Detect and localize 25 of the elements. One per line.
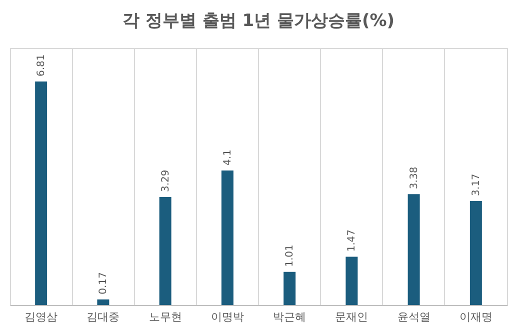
bar	[97, 299, 110, 305]
bar	[221, 170, 234, 305]
bar	[408, 194, 420, 305]
data-label: 3.17	[470, 174, 482, 196]
data-label: 0.17	[98, 272, 110, 294]
bar	[284, 272, 296, 305]
x-tick-label: 이명박	[210, 310, 244, 324]
x-tick-label: 박근혜	[273, 310, 306, 324]
data-label: 6.81	[36, 54, 48, 77]
chart-title: 각 정부별 출범 1년 물가상승률(%)	[122, 11, 395, 31]
bar	[470, 200, 482, 305]
data-label: 1.47	[346, 229, 358, 252]
x-tick-label: 김영삼	[24, 310, 58, 324]
data-label: 3.29	[160, 170, 172, 192]
x-tick-label: 노무현	[148, 310, 182, 324]
x-tick-label: 김대중	[86, 310, 120, 324]
x-tick-label: 문재인	[335, 310, 368, 324]
bar	[159, 197, 172, 305]
x-tick-label: 윤석열	[397, 310, 430, 324]
data-label: 1.01	[284, 244, 296, 267]
x-tick-label: 이재명	[459, 310, 492, 324]
bar	[35, 82, 48, 305]
bar	[346, 256, 358, 305]
data-label: 3.38	[408, 166, 420, 190]
data-label: 4.1	[222, 150, 234, 166]
